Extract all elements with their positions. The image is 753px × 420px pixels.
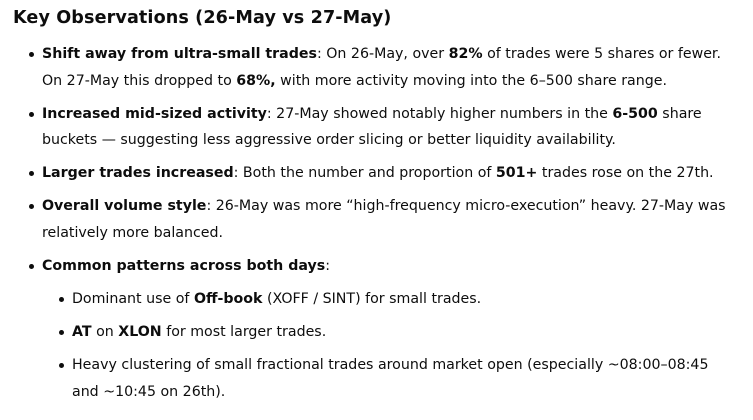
list-item: Increased mid-sized activity: 27-May sho…	[13, 101, 732, 154]
item-title: Shift away from ultra-small trades	[42, 46, 317, 62]
list-item: Larger trades increased: Both the number…	[13, 160, 732, 187]
observations-list: Shift away from ultra-small trades: On 2…	[13, 41, 753, 405]
item-text: trades rose on the 27th.	[537, 165, 714, 181]
item-emphasis: 68%,	[236, 72, 276, 89]
item-text: with more activity moving into the 6–500…	[275, 72, 667, 89]
section-heading: Key Observations (26-May vs 27-May)	[13, 8, 392, 28]
list-item: Shift away from ultra-small trades: On 2…	[13, 41, 732, 94]
item-text: Heavy clustering of small fractional tra…	[72, 357, 709, 400]
item-emphasis: XLON	[118, 324, 162, 340]
item-emphasis: 501+	[495, 165, 538, 181]
nested-list-item: Dominant use of Off-book (XOFF / SINT) f…	[43, 286, 734, 313]
item-text: Dominant use of	[72, 291, 194, 307]
item-title: Common patterns across both days	[42, 257, 326, 274]
item-text: : 26-May was more “high-frequency micro-…	[42, 198, 726, 241]
item-emphasis: 82%	[448, 46, 483, 62]
item-text: : On 26-May, over	[316, 46, 449, 62]
item-text: on	[91, 324, 119, 340]
nested-list-item: AT on XLON for most larger trades.	[43, 319, 734, 346]
list-item: Overall volume style: 26-May was more “h…	[13, 193, 732, 246]
item-text: :	[325, 257, 330, 274]
nested-list: Dominant use of Off-book (XOFF / SINT) f…	[43, 286, 732, 405]
item-emphasis: AT	[72, 324, 92, 340]
item-text: of trades were 5 shares or fewer. On 27-…	[42, 46, 721, 89]
item-title: Increased mid-sized activity	[42, 105, 267, 122]
item-text: for most larger trades.	[161, 324, 327, 340]
item-text: : 27-May showed notably higher numbers i…	[266, 105, 613, 122]
item-emphasis: 6-500	[612, 105, 658, 122]
item-title: Larger trades increased	[42, 165, 234, 181]
item-text: (XOFF / SINT) for small trades.	[262, 291, 482, 307]
item-text: share buckets — suggesting less aggressi…	[42, 105, 702, 149]
item-title: Overall volume style	[42, 198, 207, 214]
list-item: Common patterns across both days: Domina…	[13, 253, 732, 406]
item-text: : Both the number and proportion of	[233, 165, 496, 181]
nested-list-item: Heavy clustering of small fractional tra…	[43, 352, 734, 405]
item-emphasis: Off-book	[193, 291, 263, 307]
